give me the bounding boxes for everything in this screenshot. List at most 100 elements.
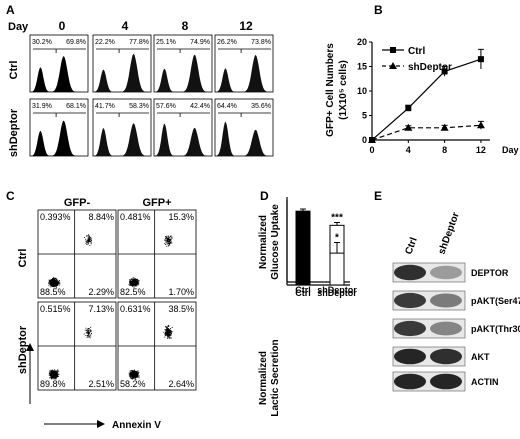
event-dot xyxy=(133,281,135,283)
event-dot xyxy=(53,373,55,374)
event-dot xyxy=(56,375,57,377)
event-dot xyxy=(164,336,166,338)
event-dot xyxy=(168,243,170,245)
event-dot xyxy=(90,237,91,239)
event-dot xyxy=(53,280,55,282)
event-dot xyxy=(53,375,54,376)
day-header-12: 12 xyxy=(239,19,253,33)
quadrant-value-ll: 88.5% xyxy=(40,287,66,297)
event-dot xyxy=(167,333,168,335)
event-dot xyxy=(54,282,56,284)
event-dot xyxy=(85,240,87,242)
d-top-significance: *** xyxy=(331,213,343,224)
event-dot xyxy=(49,281,51,283)
event-dot xyxy=(51,378,53,380)
gate-value-negative: 31.9% xyxy=(32,103,52,110)
event-dot xyxy=(167,243,169,245)
event-dot xyxy=(55,284,57,286)
event-dot xyxy=(53,284,55,285)
event-dot xyxy=(167,243,168,245)
event-dot xyxy=(88,237,90,239)
b-ylabel-line2: (1X10⁵ cells) xyxy=(338,60,349,120)
event-dot xyxy=(133,277,135,279)
event-dot xyxy=(57,373,59,375)
event-dot xyxy=(168,336,170,337)
event-dot xyxy=(136,281,138,283)
event-dot xyxy=(130,281,132,283)
event-dot xyxy=(130,373,132,375)
event-dot xyxy=(51,375,53,377)
event-dot xyxy=(171,235,173,237)
event-dot xyxy=(138,377,140,378)
quadrant-value-ur: 15.3% xyxy=(168,212,194,222)
event-dot xyxy=(85,331,87,333)
event-dot xyxy=(53,285,54,287)
event-dot xyxy=(170,235,171,237)
event-dot xyxy=(48,281,50,283)
event-dot xyxy=(56,281,57,283)
event-dot xyxy=(54,278,56,279)
col-label-gfp-pos: GFP+ xyxy=(142,197,171,209)
event-dot xyxy=(166,334,168,336)
event-dot xyxy=(168,235,170,237)
event-dot xyxy=(54,283,56,285)
blot-band xyxy=(430,321,462,336)
event-dot xyxy=(55,370,57,371)
event-dot xyxy=(59,282,61,284)
panel-e: E Ctrl shDeptor DEPTOR pAKT(Ser473) pAKT(T… xyxy=(374,189,520,392)
event-dot xyxy=(167,236,169,238)
event-dot xyxy=(49,281,50,283)
d-bottom-significance: * xyxy=(335,233,339,244)
event-dot xyxy=(136,371,137,373)
event-dot xyxy=(133,285,135,287)
b-legend-label: shDeptor xyxy=(408,62,452,73)
event-dot xyxy=(170,334,172,336)
event-dot xyxy=(166,335,168,337)
event-dot xyxy=(130,280,131,282)
b-x-tick-label: 12 xyxy=(476,145,486,155)
event-dot xyxy=(131,375,133,377)
event-dot xyxy=(134,374,136,376)
event-dot xyxy=(50,369,52,371)
gate-value-negative: 22.2% xyxy=(95,39,115,46)
quadrant-value-lr: 1.70% xyxy=(168,287,194,297)
event-dot xyxy=(51,378,52,380)
event-dot xyxy=(135,375,137,376)
event-dot xyxy=(169,242,171,244)
event-dot xyxy=(135,371,137,373)
event-dot xyxy=(171,242,173,244)
event-dot xyxy=(84,329,86,331)
event-dot xyxy=(166,238,168,240)
event-dot xyxy=(85,242,87,244)
event-dot xyxy=(51,371,53,373)
event-dot xyxy=(57,370,59,372)
event-dot xyxy=(129,281,131,283)
event-dot xyxy=(133,370,134,372)
event-dot xyxy=(56,375,58,377)
panel-b: B GFP+ Cell Numbers (1X10⁵ cells) 0 5 10 15… xyxy=(325,3,519,155)
band-label: AKT xyxy=(471,352,490,362)
event-dot xyxy=(90,326,92,328)
event-dot xyxy=(88,234,90,236)
event-dot xyxy=(52,283,54,285)
event-dot xyxy=(170,328,171,329)
event-dot xyxy=(138,280,140,282)
event-dot xyxy=(168,337,170,339)
b-y-tick-label: 5 xyxy=(362,111,367,121)
event-dot xyxy=(48,279,50,281)
event-dot xyxy=(130,375,132,377)
b-point-ctrl xyxy=(441,68,448,75)
event-dot xyxy=(87,336,89,337)
event-dot xyxy=(171,237,173,239)
event-dot xyxy=(167,336,168,338)
event-dot xyxy=(130,374,132,376)
event-dot xyxy=(88,238,90,240)
event-dot xyxy=(87,243,89,245)
event-dot xyxy=(86,235,88,237)
event-dot xyxy=(166,240,168,242)
event-dot xyxy=(133,370,135,372)
event-dot xyxy=(137,281,139,283)
quadrant-value-ur: 8.84% xyxy=(88,212,114,222)
event-dot xyxy=(167,245,169,247)
event-dot xyxy=(169,331,171,333)
